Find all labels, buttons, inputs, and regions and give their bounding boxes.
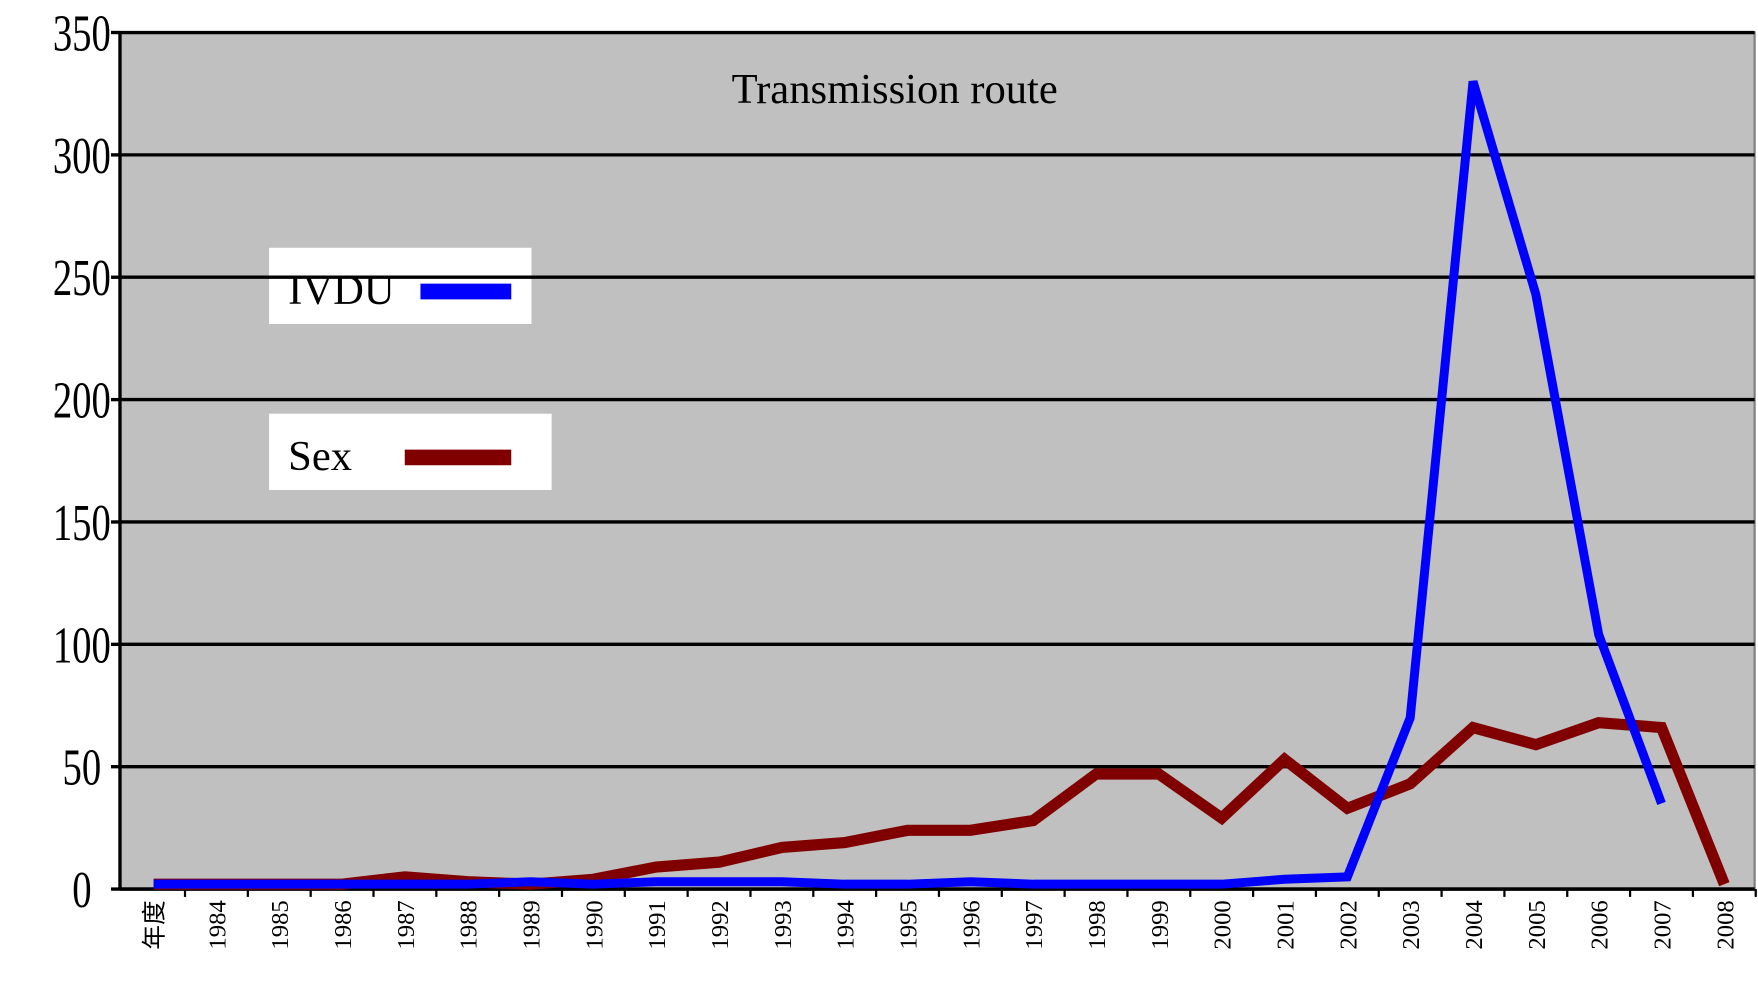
x-tick-label: 2000 [1210, 900, 1237, 949]
x-tick-label: 1990 [581, 900, 608, 949]
x-tick-label: 2005 [1524, 900, 1551, 949]
y-tick-label: 250 [53, 249, 111, 307]
x-tick-label: 1995 [896, 900, 923, 949]
x-tick-label: 2007 [1649, 900, 1676, 949]
y-tick-label: 350 [53, 4, 111, 62]
legend-label: Sex [288, 433, 352, 480]
y-tick-label: 0 [72, 861, 91, 919]
x-tick-label: 2004 [1461, 900, 1488, 949]
x-tick-label: 1985 [267, 900, 294, 949]
x-tick-label: 1996 [958, 900, 985, 949]
chart-title: Transmission route [732, 66, 1058, 113]
x-tick-label: 1999 [1147, 900, 1174, 949]
x-tick-label: 1994 [833, 900, 860, 949]
y-tick-label: 50 [63, 738, 102, 796]
x-tick-label: 1986 [330, 900, 357, 949]
y-tick-label: 300 [53, 126, 111, 184]
x-tick-label: 2001 [1273, 900, 1300, 949]
x-tick-label: 1991 [644, 900, 671, 949]
x-tick-label: 1993 [770, 900, 797, 949]
y-tick-label: 150 [53, 494, 111, 552]
x-tick-label: 2006 [1587, 900, 1614, 949]
x-tick-label: 2003 [1398, 900, 1425, 949]
x-tick-label: 1998 [1084, 900, 1111, 949]
x-tick-label: 2002 [1335, 900, 1362, 949]
x-tick-label: 1989 [519, 900, 546, 949]
x-tick-label: 年度 [141, 900, 169, 949]
legend-label: IVDU [288, 267, 394, 314]
series-line [153, 716, 1730, 890]
x-tick-label: 1984 [204, 900, 231, 949]
x-tick-label: 1997 [1021, 900, 1048, 949]
x-tick-label: 1987 [393, 900, 420, 949]
x-tick-label: 1992 [707, 900, 734, 949]
x-tick-label: 2008 [1712, 900, 1739, 949]
y-tick-label: 100 [53, 616, 111, 674]
x-tick-label: 1988 [456, 900, 483, 949]
y-tick-label: 200 [53, 371, 111, 429]
series-line [153, 80, 1666, 889]
